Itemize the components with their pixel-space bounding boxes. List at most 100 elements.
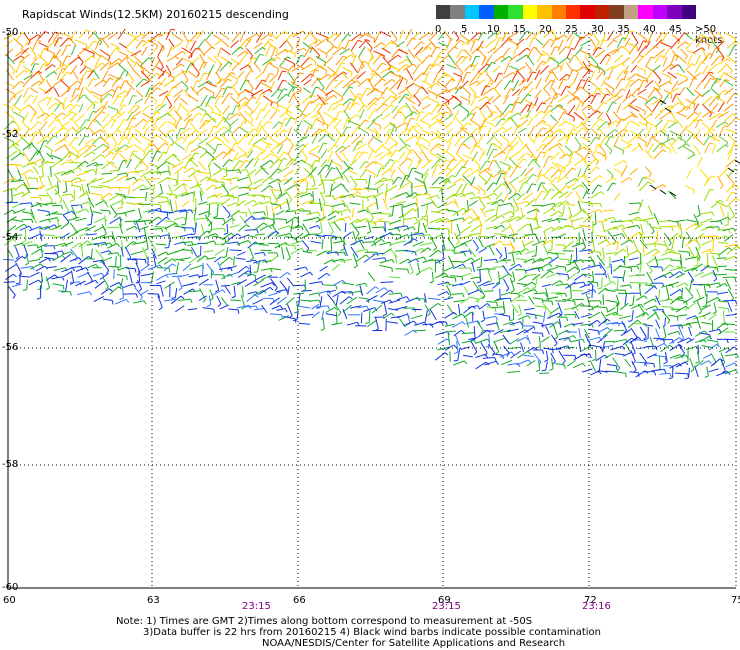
wind-barb-flag [669,271,674,276]
wind-barb-flag [202,64,207,69]
wind-barb [216,295,222,305]
wind-barb-flag [394,38,398,43]
wind-barb [571,86,581,96]
wind-barb [86,40,95,50]
wind-barb-flag [511,234,515,238]
wind-barb [365,61,374,73]
wind-barb [600,311,608,321]
wind-barb-flag [462,166,467,169]
wind-barb-flag [473,143,478,147]
wind-barb [215,71,222,81]
wind-barb-flag [479,45,484,49]
wind-barb [637,128,645,136]
wind-barb [77,160,86,168]
wind-barb-flag [587,65,592,69]
wind-barb [262,231,274,241]
wind-barb [333,221,342,232]
wind-barb [173,183,185,192]
wind-barb [551,183,560,192]
wind-barb [140,159,149,168]
wind-barb [691,263,703,272]
wind-barb [40,272,44,283]
wind-barb [706,71,718,81]
wind-barb [69,93,80,103]
wind-barb [309,225,319,229]
wind-barb-flag [184,79,189,84]
wind-barb-flag [154,135,159,137]
wind-barb [85,225,96,232]
wind-barb-flag [638,216,642,221]
wind-barb-flag [401,204,405,209]
wind-barb-flag [143,300,147,305]
wind-barb [19,202,32,205]
wind-barb-flag [517,165,522,168]
wind-barb [61,55,68,68]
wind-barb [101,261,110,271]
wind-barb-flag [638,78,643,82]
wind-barb [567,69,574,80]
wind-barb [663,232,672,244]
wind-barb [131,184,144,192]
wind-barb-flag [551,208,556,212]
wind-barb [293,128,302,137]
wind-barb [38,128,44,139]
wind-barb [261,216,275,221]
wind-barb-flag [551,301,554,306]
wind-barb [108,187,120,189]
wind-barb [431,158,441,169]
wind-barb [174,225,185,228]
wind-barb [469,233,480,236]
wind-barb-flag [183,70,188,74]
wind-barb-flag [578,145,582,150]
wind-barb [335,152,344,163]
wind-barb [685,102,693,112]
wind-barb-flag [669,264,674,268]
wind-barb [447,255,455,268]
wind-barb [444,311,455,319]
wind-barb [349,89,356,98]
wind-barb-flag [631,94,635,98]
wind-barb [509,150,521,159]
wind-barb-flag [348,296,353,300]
wind-barb [407,312,411,324]
wind-barb [157,251,167,257]
wind-barb [670,38,680,50]
wind-barb [532,29,542,40]
wind-barb-flag [694,111,699,115]
wind-barb [231,46,241,55]
wind-barb [93,296,104,303]
wind-barb [285,246,291,259]
wind-barb [412,193,421,199]
wind-barb [646,271,654,283]
wind-barb [131,152,143,162]
wind-barb [531,258,542,264]
wind-barb [228,195,239,199]
wind-barb [276,144,284,155]
wind-barb [61,96,68,107]
wind-barb [13,94,22,106]
wind-barb-flag [237,233,241,237]
wind-barb [548,142,560,150]
wind-barb-flag [85,267,89,272]
wind-barb [607,306,616,313]
wind-barb [239,30,246,42]
wind-barb-flag [394,95,397,100]
wind-barb [612,95,624,103]
wind-barb [509,223,515,236]
wind-barb [637,303,646,314]
wind-barb [342,67,353,73]
wind-barb [557,233,567,238]
wind-barb [454,55,463,66]
wind-barb [437,281,449,286]
wind-barb [290,219,294,233]
wind-barb [94,37,101,50]
wind-barb [616,240,619,251]
wind-barb-flag [325,94,329,99]
wind-barb-flag [309,49,313,53]
wind-barb [500,235,514,239]
wind-barb-flag [475,96,480,98]
wind-barb [82,48,95,54]
wind-barb-flag [653,285,658,290]
wind-barb [141,104,150,113]
wind-barb-flag [615,94,620,98]
